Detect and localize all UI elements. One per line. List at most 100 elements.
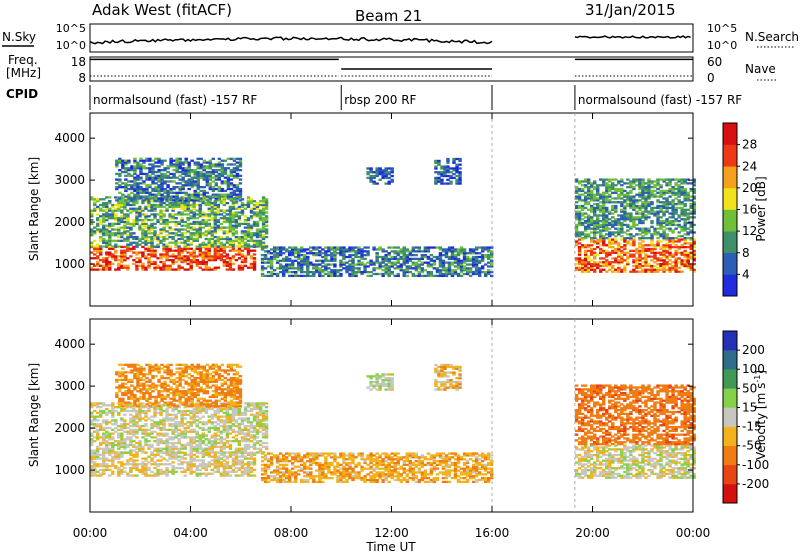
cpid-segment-0: normalsound (fast) -157 RF [93, 93, 257, 107]
power-range-tick-2: 3000 [54, 173, 85, 187]
power-colorbar-tick-3: 16 [742, 203, 757, 217]
power-colorbar-tick-5: 24 [742, 159, 757, 173]
vel-range-tick-3: 4000 [54, 337, 85, 351]
velocity-echo-region-5 [434, 363, 462, 391]
cpid-segment-2: normalsound (fast) -157 RF [578, 93, 742, 107]
velocity-colorbar-tick-0: -200 [742, 477, 769, 491]
nsearch-tick-top: 10^5 [707, 22, 737, 35]
velocity-range-axis-label: Slant Range [km] [27, 363, 41, 467]
velocity-echo-region-3 [260, 452, 494, 484]
power-colorbar-tick-0: 4 [742, 267, 750, 281]
nsky-trace [89, 35, 691, 45]
nave-tick-bottom: 0 [707, 71, 715, 85]
velocity-colorbar-swatch-5 [723, 388, 737, 408]
freq-tick-top: 18 [71, 55, 86, 69]
power-echo-region-3 [260, 246, 494, 278]
power-range-tick-1: 2000 [54, 215, 85, 229]
velocity-colorbar-swatch-4 [723, 407, 737, 427]
time-axis: 00:00 04:00 08:00 12:00 16:00 20:00 00:00 [73, 113, 711, 540]
freq-tick-bottom: 8 [78, 71, 86, 85]
freq-unit-label: [MHz] [6, 66, 41, 80]
velocity-colorbar-swatch-0 [723, 483, 737, 504]
velocity-colorbar-label: Velocity [m s-1] [753, 370, 768, 460]
power-colorbar-swatch-2 [723, 231, 737, 254]
vel-range-tick-1: 2000 [54, 421, 85, 435]
nsky-tick-bottom: 10^0 [56, 39, 86, 52]
velocity-colorbar-swatch-7 [723, 350, 737, 370]
power-colorbar-swatch-7 [723, 123, 737, 145]
velocity-colorbar-swatch-3 [723, 426, 737, 446]
power-range-tick-3: 4000 [54, 131, 85, 145]
power-echo-region-1 [90, 196, 269, 248]
cpid-panel: CPID normalsound (fast) -157 RF rbsp 200 … [6, 85, 742, 110]
power-colorbar-swatch-0 [723, 274, 737, 297]
time-tick-2: 08:00 [274, 526, 309, 540]
velocity-colorbar: -200 -100 -50 -15 15 50 100 200 [722, 330, 769, 504]
power-colorbar-tick-4: 20 [742, 181, 757, 195]
power-range-axis-label: Slant Range [km] [27, 157, 41, 261]
power-echo-region-5 [434, 157, 462, 185]
velocity-colorbar-tick-5: 50 [742, 381, 757, 395]
nsearch-label: N.Search [745, 30, 799, 44]
freq-panel: Freq. [MHz] 18 8 60 0 Nave [6, 53, 778, 85]
power-heatmap [90, 157, 696, 278]
freq-trace [90, 58, 693, 77]
cpid-label: CPID [6, 87, 38, 101]
velocity-colorbar-tick-3: -15 [742, 420, 762, 434]
time-tick-5: 20:00 [575, 526, 610, 540]
velocity-colorbar-tick-7: 200 [742, 343, 765, 357]
velocity-colorbar-swatch-2 [723, 445, 737, 466]
velocity-echo-region-1 [90, 402, 269, 454]
velocity-colorbar-swatch-8 [723, 331, 737, 351]
power-colorbar-swatch-3 [723, 209, 737, 232]
power-colorbar-tick-2: 12 [742, 224, 757, 238]
power-panel: 1000 2000 3000 4000 Slant Range [km] [27, 112, 696, 307]
velocity-echo-region-2 [115, 363, 243, 408]
nave-label: Nave [745, 62, 776, 76]
velocity-colorbar-tick-4: 15 [742, 400, 757, 414]
station-title: Adak West (fitACF) [92, 1, 232, 19]
beam-title: Beam 21 [355, 7, 422, 25]
power-colorbar-swatch-4 [723, 187, 737, 210]
power-colorbar-label: Power [dB] [754, 176, 768, 241]
velocity-colorbar-tick-2: -50 [742, 439, 762, 453]
nsky-label: N.Sky [2, 30, 36, 44]
nave-tick-top: 60 [707, 55, 722, 69]
power-range-tick-0: 1000 [54, 257, 85, 271]
nsky-panel: N.Sky 10^5 10^0 10^5 10^0 N.Search [2, 22, 799, 53]
velocity-colorbar-tick-6: 100 [742, 362, 765, 376]
time-tick-4: 16:00 [475, 526, 510, 540]
velocity-heatmap [90, 363, 696, 484]
power-colorbar-swatch-6 [723, 144, 737, 167]
power-colorbar-swatch-5 [723, 166, 737, 189]
power-colorbar: 4 8 12 16 20 24 28 [722, 122, 757, 297]
power-echo-region-4 [366, 167, 394, 185]
velocity-panel: 1000 2000 3000 4000 Slant Range [km] [27, 318, 696, 513]
power-colorbar-swatch-1 [723, 252, 737, 275]
date-title: 31/Jan/2015 [585, 1, 676, 19]
time-tick-1: 04:00 [173, 526, 208, 540]
power-echo-region-6 [574, 238, 696, 273]
vel-range-tick-0: 1000 [54, 463, 85, 477]
power-echo-region-2 [115, 157, 243, 202]
freq-label: Freq. [8, 53, 38, 67]
power-colorbar-tick-6: 28 [742, 138, 757, 152]
velocity-echo-region-4 [366, 373, 394, 391]
nsearch-tick-bottom: 10^0 [707, 39, 737, 52]
velocity-echo-region-0 [90, 451, 257, 477]
time-tick-0: 00:00 [73, 526, 108, 540]
power-colorbar-tick-1: 8 [742, 246, 750, 260]
nsky-tick-top: 10^5 [56, 22, 86, 35]
time-axis-label: Time UT [365, 540, 416, 554]
velocity-echo-region-6 [574, 444, 696, 479]
time-tick-6: 00:00 [676, 526, 711, 540]
power-echo-region-0 [90, 245, 257, 271]
velocity-colorbar-tick-1: -100 [742, 458, 769, 472]
power-echo-region-7 [574, 178, 696, 240]
cpid-segment-1: rbsp 200 RF [344, 93, 416, 107]
velocity-colorbar-swatch-6 [723, 369, 737, 389]
vel-range-tick-2: 3000 [54, 379, 85, 393]
time-tick-3: 12:00 [374, 526, 409, 540]
velocity-colorbar-swatch-1 [723, 464, 737, 485]
